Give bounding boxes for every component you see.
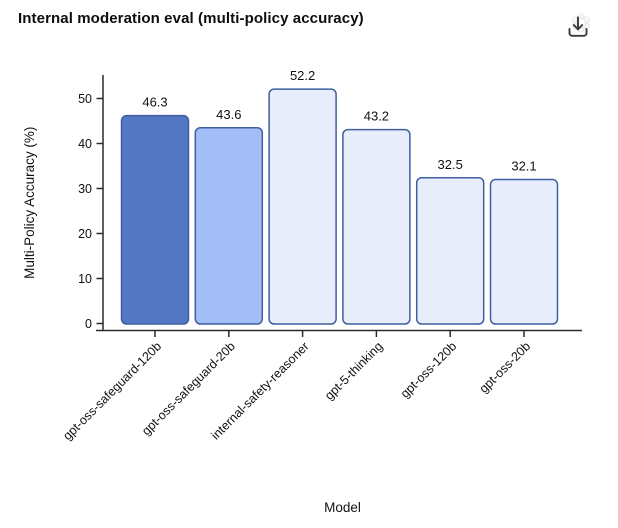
x-tick-label: gpt-oss-120b	[398, 339, 460, 401]
x-tick-label: gpt-oss-20b	[477, 339, 534, 396]
bar-gpt-oss-20b[interactable]	[489, 178, 559, 325]
chart-title: Internal moderation eval (multi-policy a…	[18, 10, 364, 27]
x-tick-label: gpt-5-thinking	[322, 339, 385, 402]
bar-value-label: 43.6	[216, 107, 241, 122]
bar-value-label: 32.5	[438, 157, 463, 172]
bar-internal-safety-reasoner[interactable]	[268, 88, 337, 325]
bar-value-label: 43.2	[364, 109, 389, 124]
bar-value-label: 32.1	[511, 159, 536, 174]
x-axis-title: Model	[324, 500, 361, 515]
y-tick-label: 40	[78, 137, 92, 151]
bar-value-label: 52.2	[290, 68, 315, 83]
y-axis-title: Multi-Policy Accuracy (%)	[22, 127, 37, 279]
y-tick-label: 20	[78, 227, 92, 241]
y-tick-label: 50	[78, 92, 92, 106]
bar-gpt-oss-120b[interactable]	[415, 177, 485, 325]
bar-gpt-5-thinking[interactable]	[342, 128, 411, 325]
download-icon	[568, 16, 588, 37]
bar-gpt-oss-safeguard-120b[interactable]	[120, 114, 190, 325]
bar-gpt-oss-safeguard-20b[interactable]	[194, 127, 264, 325]
y-tick-label: 0	[85, 317, 92, 331]
download-button[interactable]	[558, 4, 600, 46]
y-tick-label: 10	[78, 272, 92, 286]
y-tick-label: 30	[78, 182, 92, 196]
bar-value-label: 46.3	[142, 95, 167, 110]
